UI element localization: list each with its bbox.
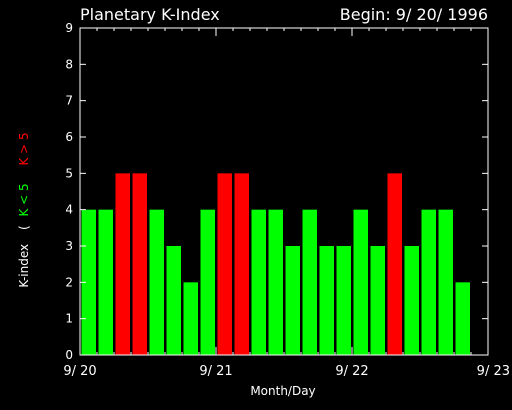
bar [438,209,453,355]
svg-text:K-index ( K < 5: K-index ( K < 5 K > 5 [17,132,31,287]
bar [183,282,198,355]
y-tick-label: 1 [65,312,73,326]
bar [234,173,249,355]
bar [404,246,419,355]
y-tick-label: 8 [65,57,73,71]
bar [285,246,300,355]
bar [251,209,266,355]
bars-group [81,173,470,355]
bar [421,209,436,355]
x-tick-label: 9/ 23 [477,364,510,379]
bar [387,173,402,355]
bar [166,246,181,355]
chart-subtitle: Begin: 9/ 20/ 1996 [340,5,488,24]
chart-title: Planetary K-Index [80,5,220,24]
bar [200,209,215,355]
x-tick-label: 9/ 21 [199,364,232,379]
bar [455,282,470,355]
bar [302,209,317,355]
bar [319,246,334,355]
y-tick-label: 5 [65,166,73,180]
y-tick-label: 7 [65,94,73,108]
bar [217,173,232,355]
y-tick-label: 3 [65,239,73,253]
x-tick-label: 9/ 20 [63,364,96,379]
bar [98,209,113,355]
x-tick-label: 9/ 22 [335,364,368,379]
y-tick-label: 4 [65,203,73,217]
y-tick-label: 9 [65,21,73,35]
y-tick-label: 0 [65,348,73,362]
x-axis-label: Month/Day [250,384,315,398]
bar [268,209,283,355]
y-axis-label-high: K > 5 [17,132,31,165]
bar [149,209,164,355]
bar [132,173,147,355]
axes-group: 0 1 2 3 4 5 6 7 8 9 9/ 20 9/ 21 9/ 22 9/ 23 [63,21,510,379]
bar [370,246,385,355]
y-axis-label-low: K < 5 [17,183,31,216]
y-tick-label: 2 [65,275,73,289]
y-axis-label-prefix: K-index [17,244,31,288]
bar [336,246,351,355]
y-tick-label: 6 [65,130,73,144]
bar [115,173,130,355]
bar [353,209,368,355]
y-axis-label-paren: ( [17,225,31,230]
y-axis-label: K-index ( K < 5 K > 5 [17,132,31,287]
